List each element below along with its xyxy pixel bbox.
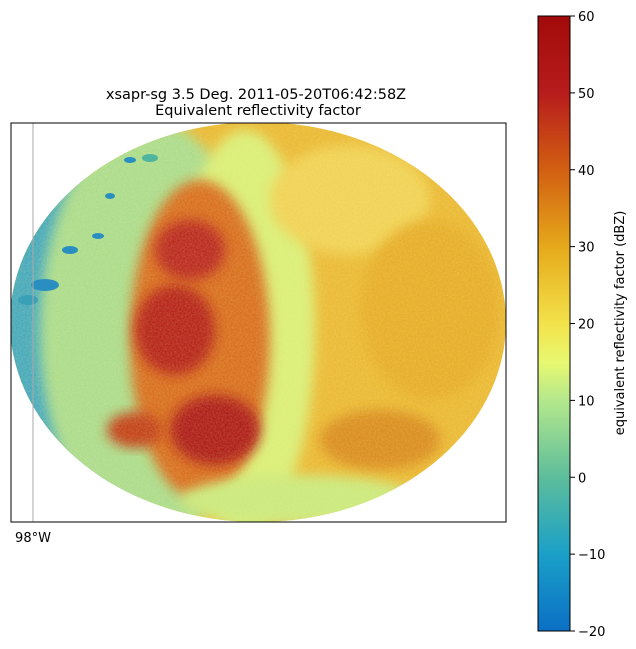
- colorbar-tick-label: −10: [578, 548, 605, 563]
- x-tick-label: 98°W: [15, 531, 51, 546]
- colorbar-tick-label: 40: [578, 164, 595, 179]
- colorbar-tick-label: 60: [578, 10, 595, 25]
- colorbar-tick-label: 30: [578, 241, 595, 256]
- radar-field: [11, 123, 506, 522]
- colorbar-tick-label: 0: [578, 471, 586, 486]
- colorbar: 60 50 40 30 20 10 0 −10 −20: [537, 10, 605, 640]
- colorbar-gradient: [538, 16, 570, 631]
- colorbar-tick-label: 50: [578, 87, 595, 102]
- colorbar-label: equivalent reflectivity factor (dBZ): [613, 211, 628, 436]
- colorbar-tick-label: 10: [578, 394, 595, 409]
- colorbar-ticks: 60 50 40 30 20 10 0 −10 −20: [570, 10, 605, 640]
- chart-title-line2: Equivalent reflectivity factor: [155, 103, 361, 119]
- chart-title-line1: xsapr-sg 3.5 Deg. 2011-05-20T06:42:58Z: [106, 87, 406, 103]
- map-axes-frame: [10, 122, 507, 523]
- field-texture: [11, 123, 506, 522]
- colorbar-tick-label: 20: [578, 318, 595, 333]
- colorbar-tick-label: −20: [578, 625, 605, 640]
- scattered-echoes: [18, 154, 158, 305]
